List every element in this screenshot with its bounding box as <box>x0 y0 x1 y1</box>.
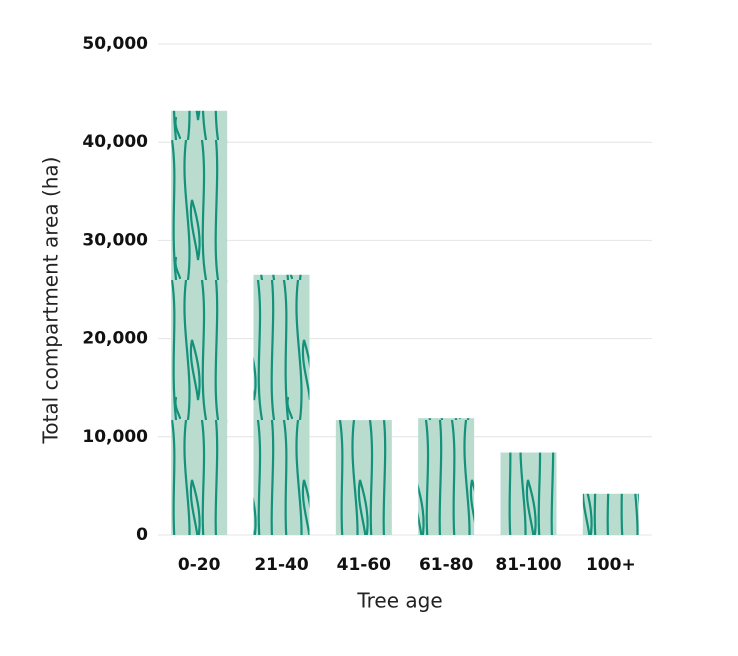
x-tick-label: 81-100 <box>495 555 561 575</box>
x-tick-label: 61-80 <box>419 555 474 575</box>
bar <box>418 418 475 535</box>
y-tick-label: 20,000 <box>82 329 148 349</box>
bar <box>335 420 392 535</box>
y-tick-label: 50,000 <box>82 34 148 54</box>
y-tick-label: 40,000 <box>82 132 148 152</box>
y-tick-label: 0 <box>136 525 148 545</box>
bar <box>253 274 310 535</box>
x-tick-label: 21-40 <box>254 555 309 575</box>
y-tick-label: 30,000 <box>82 230 148 250</box>
y-tick-label: 10,000 <box>82 427 148 447</box>
x-tick-label: 41-60 <box>337 555 392 575</box>
x-tick-label: 0-20 <box>178 555 221 575</box>
bar <box>500 452 557 535</box>
x-tick-label: 100+ <box>586 555 636 575</box>
bar <box>171 110 228 535</box>
y-axis-title: Total compartment area (ha) <box>39 157 63 445</box>
x-axis-title: Tree age <box>356 589 442 613</box>
bar <box>582 493 639 535</box>
